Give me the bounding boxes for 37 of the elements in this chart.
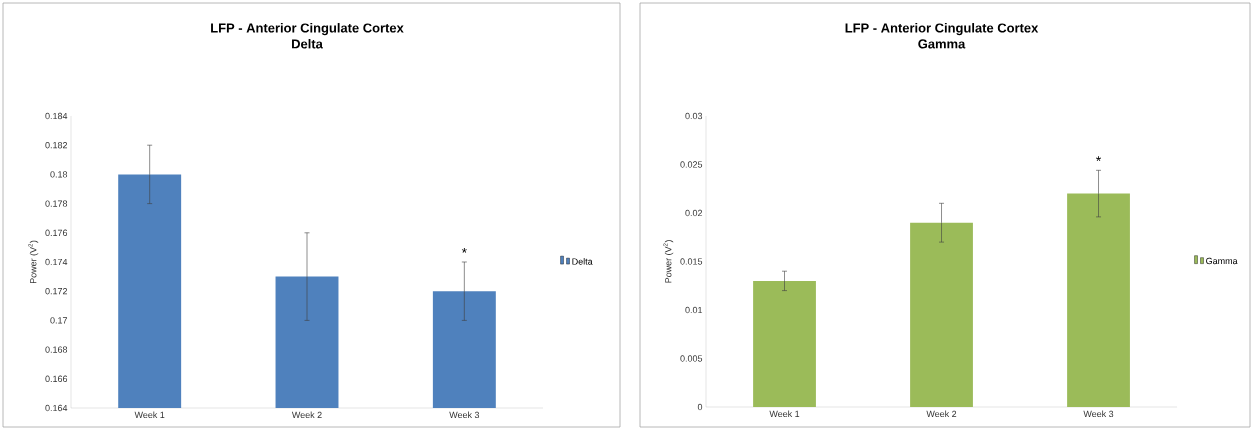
y-tick-label: 0.178 — [45, 200, 68, 207]
chart-subtitle: Gamma — [918, 39, 966, 49]
chart-subtitle: Delta — [292, 38, 323, 49]
x-tick-label: Week 2 — [291, 411, 322, 419]
x-tick-label: Week 2 — [926, 410, 957, 418]
annotation: * — [1096, 156, 1102, 162]
y-axis-title: Power (V$^{2}$) — [663, 240, 674, 283]
y-tick-label: 0.166 — [45, 375, 68, 382]
y-tick-label: 0.172 — [45, 288, 68, 295]
y-tick-label: 0.174 — [45, 258, 68, 266]
legend-label: Delta — [572, 258, 593, 265]
y-tick-label: 0.182 — [45, 142, 68, 149]
annotation: * — [461, 247, 467, 253]
x-tick-label: Week 3 — [1083, 410, 1114, 418]
x-tick-label: Week 1 — [134, 411, 165, 419]
y-tick-label: 0.005 — [680, 355, 703, 362]
y-tick-label: 0.025 — [680, 161, 703, 168]
y-tick-label: 0.176 — [45, 229, 68, 236]
legend-label: Gamma — [1206, 257, 1238, 265]
bar — [753, 280, 816, 407]
y-tick-label: 0.01 — [685, 306, 703, 314]
chart-title: LFP - Anterior Cingulate Cortex — [211, 23, 404, 36]
y-tick-label: 0.168 — [45, 346, 68, 353]
y-tick-label: 0.184 — [45, 112, 68, 120]
y-tick-label: 0.03 — [685, 112, 703, 120]
bar — [1067, 193, 1130, 407]
bar — [910, 222, 973, 407]
y-tick-label: 0.164 — [45, 404, 68, 412]
y-tick-label: 0.015 — [680, 258, 703, 265]
y-tick-label: 0.17 — [50, 317, 68, 324]
x-tick-label: Week 3 — [449, 411, 480, 419]
y-tick-label: 0 — [697, 403, 703, 411]
chart-title: LFP - Anterior Cingulate Cortex — [845, 23, 1039, 36]
y-axis-title: Power (V$^{2}$) — [28, 240, 39, 284]
y-tick-label: 0.02 — [685, 209, 703, 217]
x-tick-label: Week 1 — [769, 410, 800, 418]
y-tick-label: 0.18 — [50, 171, 68, 178]
